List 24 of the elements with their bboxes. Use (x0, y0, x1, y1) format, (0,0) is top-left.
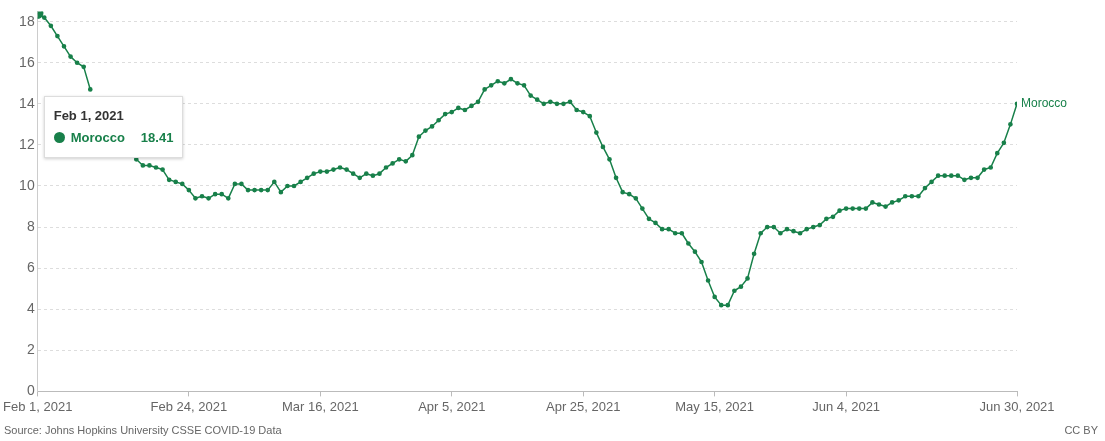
y-tick-label: 12 (19, 135, 35, 152)
y-tick-label: 10 (19, 176, 35, 193)
y-tick-label: 0 (26, 382, 35, 399)
legend-label: Morocco (70, 130, 125, 146)
y-tick-label: 6 (26, 259, 35, 276)
x-tick-label: Mar 16, 2021 (282, 398, 359, 414)
annotation: Feb 1, 2021 (53, 107, 125, 126)
text: Morocco (1021, 96, 1068, 111)
source-note: Source: Johns Hopkins University CSSE COVID-19 Data (4, 424, 282, 436)
x-tick-label: Feb 24, 2021 (150, 398, 228, 414)
y-tick-label: 14 (19, 94, 35, 111)
y-tick-label: 8 (26, 217, 35, 234)
x-tick-label: Jun 30, 2021 (979, 398, 1055, 414)
x-tick-label: Feb 1, 2021 (3, 398, 73, 414)
y-tick-label: 18 (19, 12, 35, 29)
y-tick-label: 16 (19, 53, 35, 70)
x-tick-label: May 15, 2021 (675, 398, 755, 414)
text: CC BY (1064, 424, 1098, 436)
y-tick-label: 4 (26, 300, 35, 317)
x-tick-label: Jun 4, 2021 (812, 398, 881, 414)
annotation: 18.41 (140, 130, 174, 146)
x-tick-label: Apr 5, 2021 (418, 398, 486, 414)
x-tick-label: Apr 25, 2021 (545, 398, 621, 414)
y-tick-label: 2 (26, 341, 35, 358)
